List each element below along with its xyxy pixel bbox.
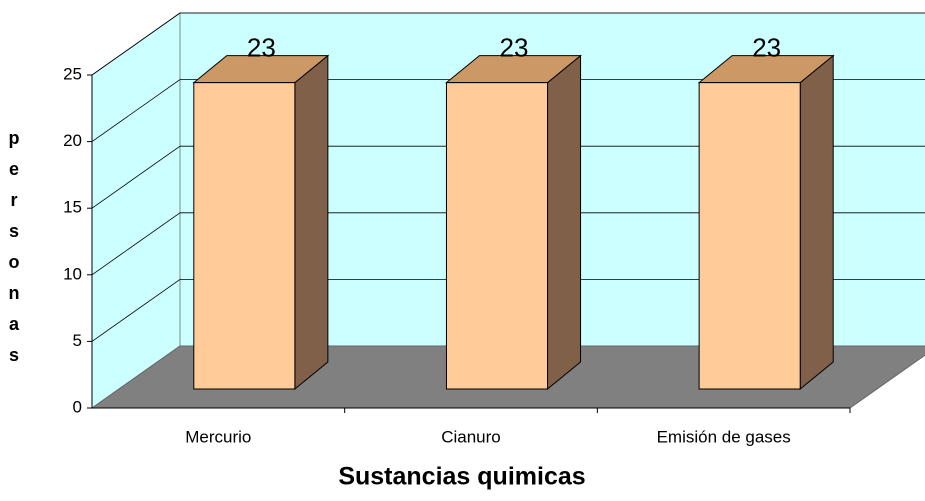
grid-line	[91, 145, 181, 209]
y-tick-label: 20	[63, 131, 82, 150]
plot: 0 5 10 15 20 25 Mercurio 23 Cianuro 23 Emisión de …	[63, 12, 925, 446]
x-tick-label: Emisión de gases	[657, 427, 791, 446]
bar	[445, 82, 549, 390]
y-tick-label: 25	[63, 64, 82, 83]
grid-line	[91, 79, 181, 142]
grid-line	[91, 279, 181, 342]
y-tick-label: 5	[73, 331, 82, 350]
bar-side	[294, 54, 329, 391]
bar-side	[547, 54, 582, 391]
x-axis-title: Sustancias quimicas	[338, 463, 585, 491]
x-tick-label: Cianuro	[441, 427, 501, 446]
bar	[193, 82, 296, 390]
y-tick-label: 10	[63, 264, 82, 283]
y-tick-label: 15	[63, 198, 82, 217]
x-tick-label: Mercurio	[185, 427, 251, 446]
data-label: 23	[247, 33, 276, 63]
side-wall	[91, 12, 181, 409]
bar-side	[799, 54, 834, 391]
data-label: 23	[500, 33, 529, 63]
y-axis-title: personas	[4, 128, 24, 376]
data-label: 23	[752, 33, 781, 63]
bar	[698, 82, 801, 390]
grid-line	[91, 12, 181, 76]
grid-line	[91, 212, 181, 276]
y-tick-label: 0	[73, 397, 82, 416]
